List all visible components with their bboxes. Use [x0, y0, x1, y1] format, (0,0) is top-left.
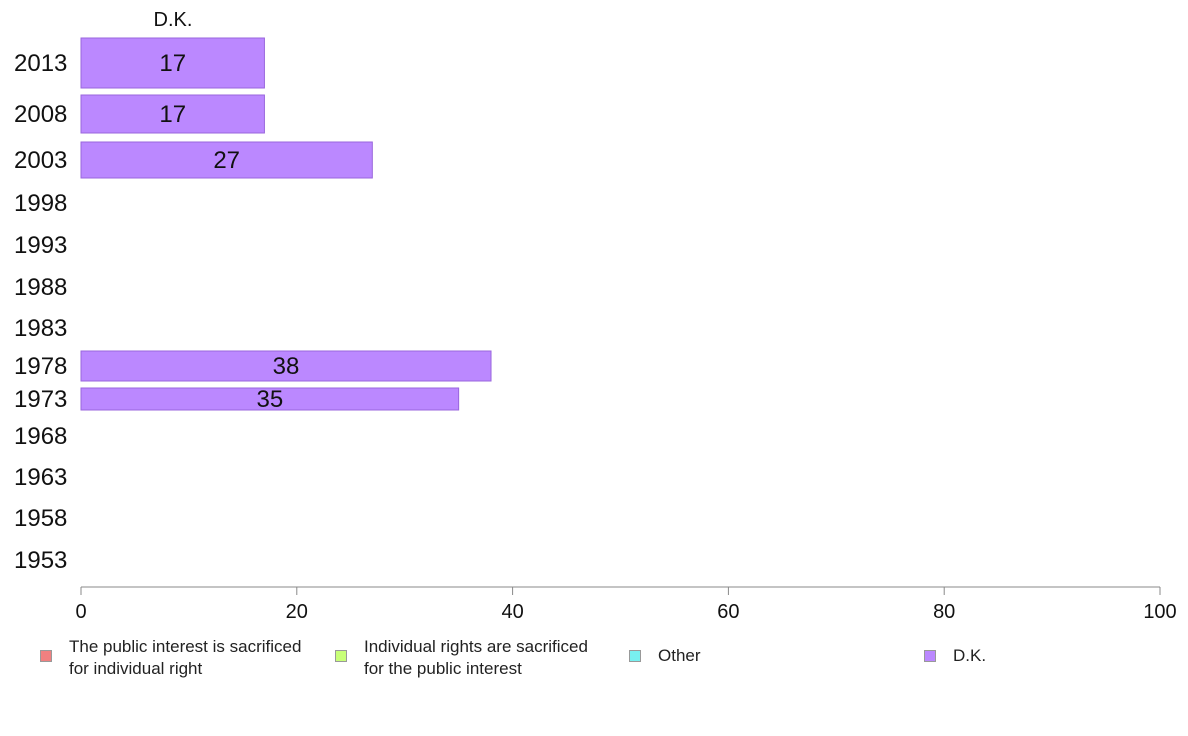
data-label: 17 — [159, 50, 186, 77]
y-tick-label: 1953 — [14, 547, 67, 574]
bar-1978-s3 — [80, 350, 492, 382]
legend-swatch-individual-rights — [335, 650, 347, 662]
legend-swatch-other — [629, 650, 641, 662]
column-header: D.K. — [154, 9, 193, 31]
y-tick-label: 1993 — [14, 232, 67, 259]
x-tick-label: 40 — [501, 601, 523, 623]
legend-label-dk: D.K. — [953, 646, 987, 665]
legend-label-other: Other — [658, 646, 701, 665]
x-tick-label: 60 — [717, 601, 739, 623]
bar-1973-s3 — [80, 387, 460, 411]
x-axis: 0 20 40 60 80 100 — [75, 586, 1177, 623]
y-tick-label: 1978 — [14, 353, 67, 380]
bar-2008-s3 — [80, 94, 265, 134]
y-tick-label: 1998 — [14, 190, 67, 217]
y-tick-label: 2003 — [14, 147, 67, 174]
y-tick-label: 2013 — [14, 50, 67, 77]
x-tick-label: 100 — [1143, 601, 1176, 623]
data-label: 27 — [213, 147, 240, 174]
legend-item-other: Other — [629, 636, 701, 667]
legend-swatch-dk — [924, 650, 936, 662]
y-tick-label: 1963 — [14, 464, 67, 491]
x-tick-label: 80 — [933, 601, 955, 623]
y-axis-labels: 2013 2008 2003 1998 1993 1988 1983 1978 1973 1968… — [14, 50, 67, 574]
legend-item-individual-rights: Individual rights are sacrificed for the… — [335, 636, 588, 680]
data-label: 35 — [256, 386, 283, 413]
legend-swatch-public-interest — [40, 650, 52, 662]
x-tick-label: 20 — [286, 601, 308, 623]
legend-item-public-interest: The public interest is sacrificed for in… — [40, 636, 301, 680]
y-tick-label: 1988 — [14, 274, 67, 301]
bar-2013-s3 — [80, 37, 265, 89]
legend-label-individual-rights: Individual rights are sacrificed for the… — [364, 637, 588, 678]
chart: D.K. 17 17 27 38 35 2013 2008 2003 1998 1993 1988… — [14, 9, 1177, 623]
data-label: 17 — [159, 101, 186, 128]
x-tick-label: 0 — [75, 601, 86, 623]
bar-2003-s3 — [80, 141, 373, 179]
legend: The public interest is sacrificed for in… — [0, 636, 1188, 686]
y-tick-label: 1973 — [14, 386, 67, 413]
y-tick-label: 2008 — [14, 101, 67, 128]
y-tick-label: 1958 — [14, 505, 67, 532]
legend-label-public-interest: The public interest is sacrificed for in… — [69, 637, 302, 678]
y-tick-label: 1968 — [14, 423, 67, 450]
bars: 17 17 27 38 35 — [80, 37, 492, 413]
y-tick-label: 1983 — [14, 315, 67, 342]
data-label: 38 — [273, 353, 300, 380]
legend-item-dk: D.K. — [924, 636, 986, 667]
